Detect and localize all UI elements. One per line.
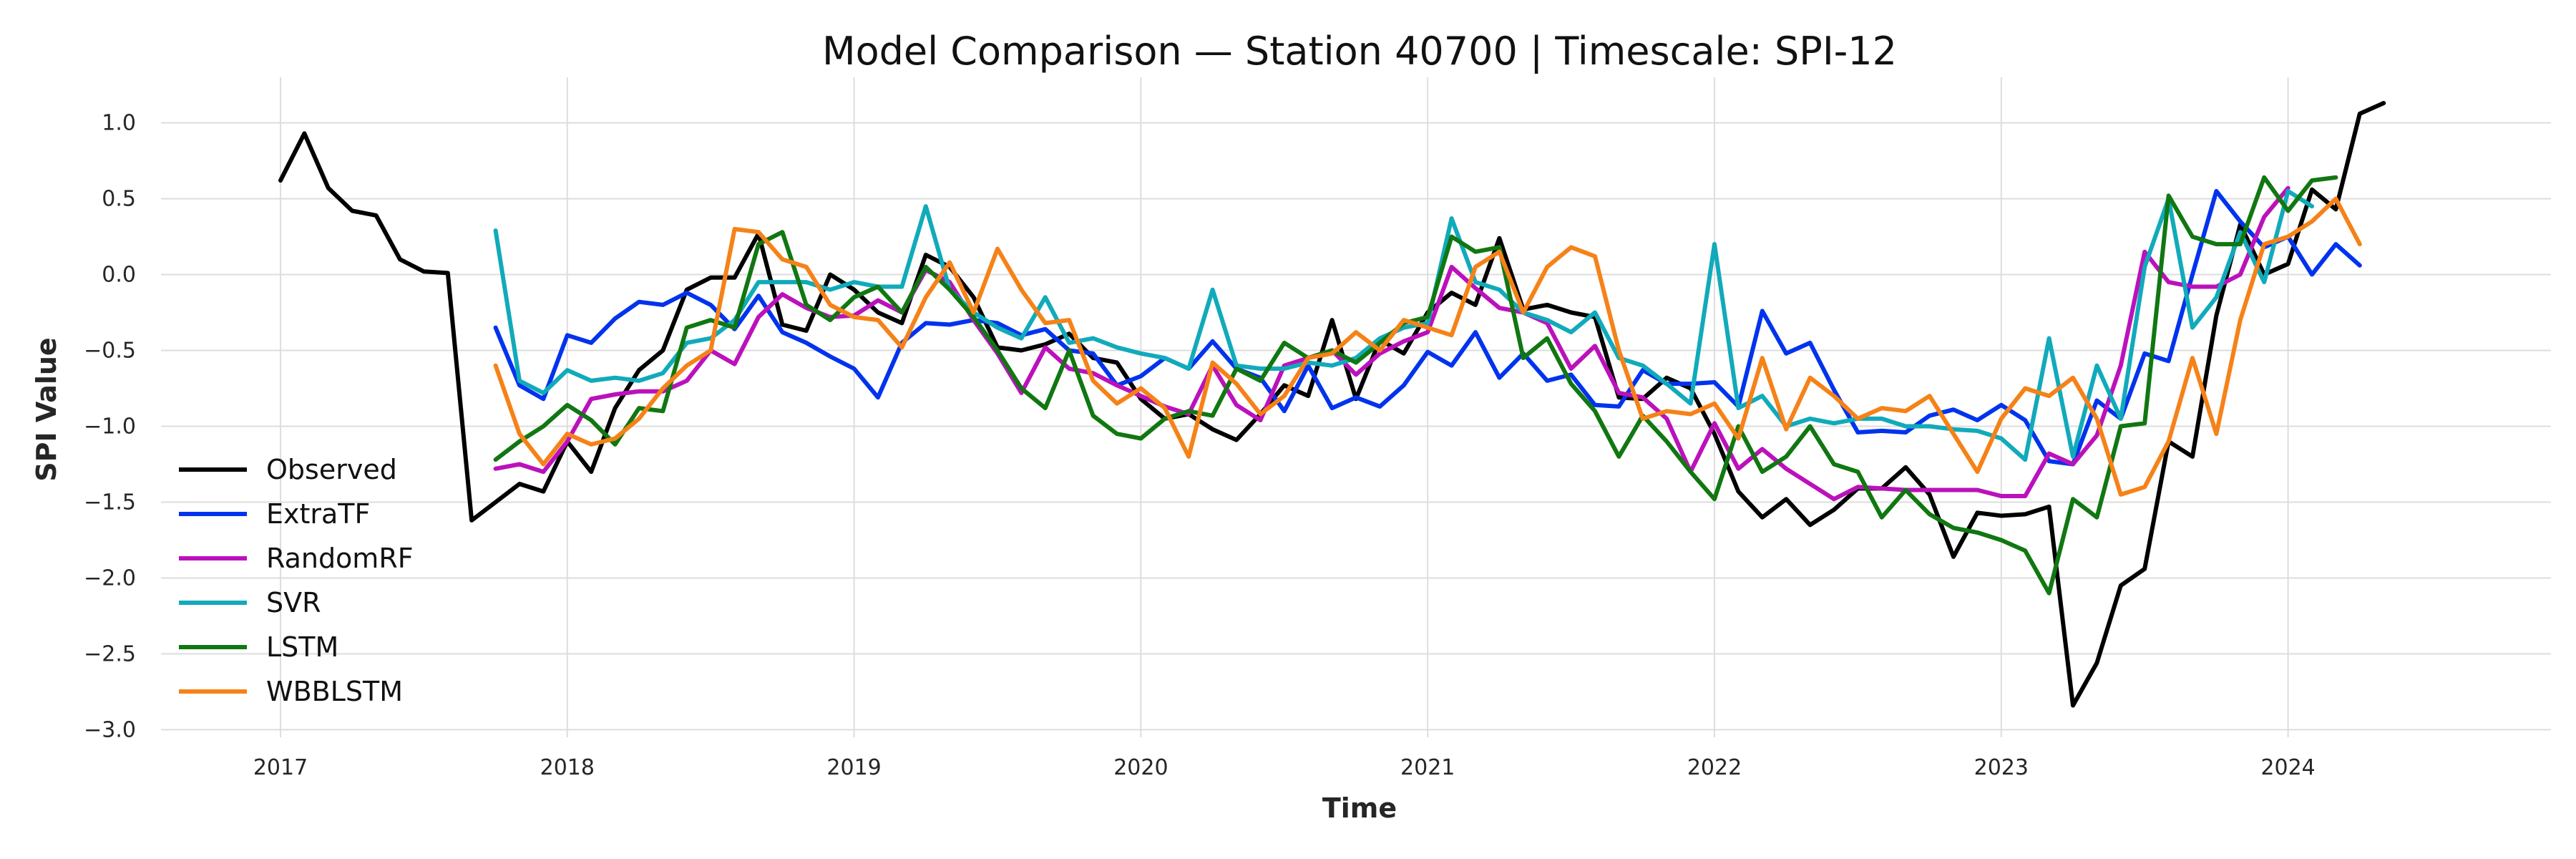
y-tick-label: −1.5 [84,490,136,515]
series-line-randomrf [493,185,2290,502]
legend: Observed ExtraTF RandomRF SVR LSTM WBBLSTM [179,454,414,707]
y-tick-label: 0.0 [102,263,136,288]
series-line-observed [278,101,2386,708]
y-tick-label: −3.0 [84,717,136,742]
series-line-wbblstm [493,196,2362,497]
x-tick-label: 2021 [1400,755,1455,780]
legend-label-svr: SVR [266,587,321,618]
chart-title: Model Comparison — Station 40700 | Times… [822,29,1897,74]
legend-label-observed: Observed [266,454,397,485]
legend-label-lstm: LSTM [266,631,338,663]
grid-layer [161,77,2551,737]
x-tick-label: 2017 [253,755,308,780]
y-tick-label: −2.5 [84,641,136,666]
x-tick-label: 2019 [826,755,881,780]
series-line-extratf [493,189,2362,467]
x-tick-label: 2023 [1974,755,2029,780]
y-tick-label: −1.0 [84,414,136,439]
legend-label-extratf: ExtraTF [266,498,370,530]
x-tick-label: 2018 [540,755,595,780]
x-tick-label: 2022 [1687,755,1742,780]
y-tick-label: 0.5 [102,187,136,212]
x-tick-labels: 2017 2018 2019 2020 2021 2022 2023 2024 [253,755,2316,780]
series-layer [278,101,2386,708]
y-tick-labels: −3.0 −2.5 −2.0 −1.5 −1.0 −0.5 0.0 0.5 1.0 [84,111,136,743]
y-tick-label: 1.0 [102,111,136,136]
x-axis-label: Time [1322,792,1397,824]
y-tick-label: −0.5 [84,339,136,364]
y-axis-label: SPI Value [31,337,62,481]
series-line-lstm [493,175,2338,596]
x-tick-label: 2024 [2260,755,2315,780]
legend-label-randomrf: RandomRF [266,543,414,574]
x-tick-label: 2020 [1113,755,1168,780]
y-tick-label: −2.0 [84,566,136,591]
legend-label-wbblstm: WBBLSTM [266,676,403,707]
